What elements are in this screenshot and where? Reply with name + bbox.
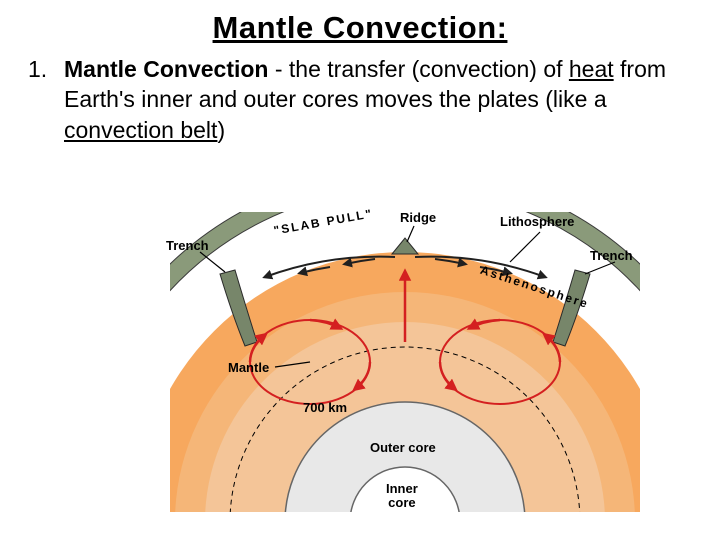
label-inner-core: Innercore	[386, 482, 418, 509]
u1: heat	[569, 56, 614, 82]
label-ridge: Ridge	[400, 210, 436, 225]
label-trench-left: Trench	[166, 238, 209, 253]
slide-title: Mantle Convection:	[0, 0, 720, 46]
bullet-text: Mantle Convection - the transfer (convec…	[64, 54, 688, 145]
label-mantle: Mantle	[228, 360, 269, 375]
t3: )	[217, 117, 225, 143]
label-outer-core: Outer core	[370, 440, 436, 455]
term: Mantle Convection	[64, 56, 268, 82]
label-lithosphere: Lithosphere	[500, 214, 574, 229]
u2: convection belt	[64, 117, 217, 143]
dash: -	[268, 56, 288, 82]
label-trench-right: Trench	[590, 248, 633, 263]
bullet-1: 1. Mantle Convection - the transfer (con…	[0, 46, 720, 145]
t1: the transfer (convection) of	[289, 56, 569, 82]
label-700km: 700 km	[303, 400, 347, 415]
bullet-number: 1.	[28, 54, 64, 145]
mantle-diagram: Trench "SLAB PULL" Ridge Lithosphere Tre…	[170, 212, 640, 512]
